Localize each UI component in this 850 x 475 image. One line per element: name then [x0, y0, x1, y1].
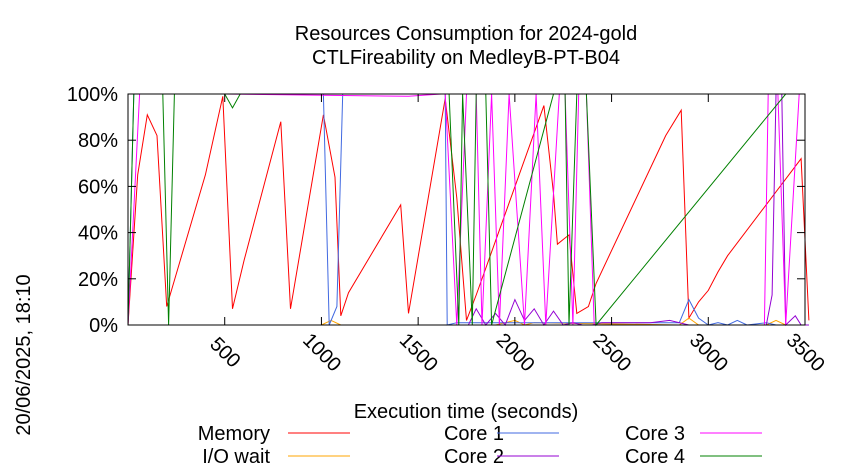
y-tick-label: 0%	[89, 315, 118, 337]
y-axis: 0% 20% 40% 60% 80% 100%	[67, 84, 805, 337]
y-tick-label: 20%	[78, 269, 118, 291]
y-tick-label: 100%	[67, 84, 118, 106]
series-line-memory	[127, 96, 810, 326]
x-tick-label: 3000	[685, 329, 732, 376]
series-line-core-2	[128, 93, 809, 327]
y-tick-label: 40%	[78, 223, 118, 245]
legend-label-memory: Memory	[198, 423, 270, 445]
chart-title-line2: CTLFireability on MedleyB-PT-B04	[312, 47, 620, 69]
x-tick-label: 2000	[492, 329, 539, 376]
series-layer	[127, 93, 810, 327]
chart-title-line1: Resources Consumption for 2024-gold	[295, 23, 637, 45]
x-tick-label: 3500	[782, 329, 829, 376]
series-line-core-4	[127, 93, 805, 327]
legend-label-core-2: Core 2	[444, 446, 504, 468]
plot-frame	[127, 93, 806, 326]
legend-label-i-o-wait: I/O wait	[202, 446, 270, 468]
y-tick-label: 60%	[78, 176, 118, 198]
x-tick-label: 1500	[395, 329, 442, 376]
x-tick-label: 1000	[298, 329, 345, 376]
series-line-core-3	[127, 93, 805, 326]
y-tick-label: 80%	[78, 130, 118, 152]
x-tick-label: 500	[205, 333, 244, 372]
x-axis: 500 1000 1500 2000 2500 3000 3500	[205, 94, 829, 376]
series-line-i-o-wait	[128, 317, 809, 326]
x-axis-label: Execution time (seconds)	[354, 401, 579, 423]
x-tick-label: 2500	[588, 329, 635, 376]
legend-label-core-1: Core 1	[444, 423, 504, 445]
date-stamp: 20/06/2025, 18:10	[13, 274, 35, 435]
legend-label-core-4: Core 4	[625, 446, 685, 468]
series-line-core-1	[127, 93, 809, 326]
legend-label-core-3: Core 3	[625, 423, 685, 445]
